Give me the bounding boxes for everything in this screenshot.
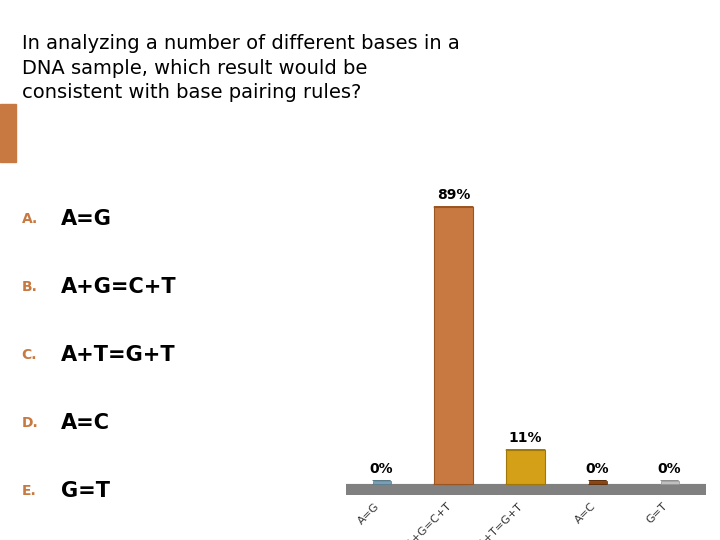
Text: C.: C. bbox=[22, 348, 37, 362]
Text: A=G: A=G bbox=[61, 208, 112, 229]
Text: 0%: 0% bbox=[658, 462, 681, 476]
Bar bbox=[0, 104, 16, 162]
Text: G=T: G=T bbox=[61, 481, 110, 501]
Bar bbox=[373, 481, 390, 484]
Bar bbox=[433, 207, 474, 484]
Text: E.: E. bbox=[22, 484, 36, 498]
FancyBboxPatch shape bbox=[346, 484, 706, 495]
Text: A+T=G+T: A+T=G+T bbox=[61, 345, 176, 365]
Text: D.: D. bbox=[22, 416, 38, 430]
Text: A+G=C+T: A+G=C+T bbox=[61, 276, 177, 297]
Text: In analyzing a number of different bases in a
DNA sample, which result would be
: In analyzing a number of different bases… bbox=[22, 35, 459, 102]
Text: 89%: 89% bbox=[437, 188, 470, 202]
Text: A.: A. bbox=[22, 212, 38, 226]
Bar bbox=[589, 481, 606, 484]
Text: A=C: A=C bbox=[61, 413, 110, 433]
Text: B.: B. bbox=[22, 280, 37, 294]
Bar bbox=[505, 450, 546, 484]
Text: 11%: 11% bbox=[509, 431, 542, 446]
Text: 0%: 0% bbox=[586, 462, 609, 476]
Bar bbox=[661, 481, 678, 484]
Text: 0%: 0% bbox=[370, 462, 393, 476]
